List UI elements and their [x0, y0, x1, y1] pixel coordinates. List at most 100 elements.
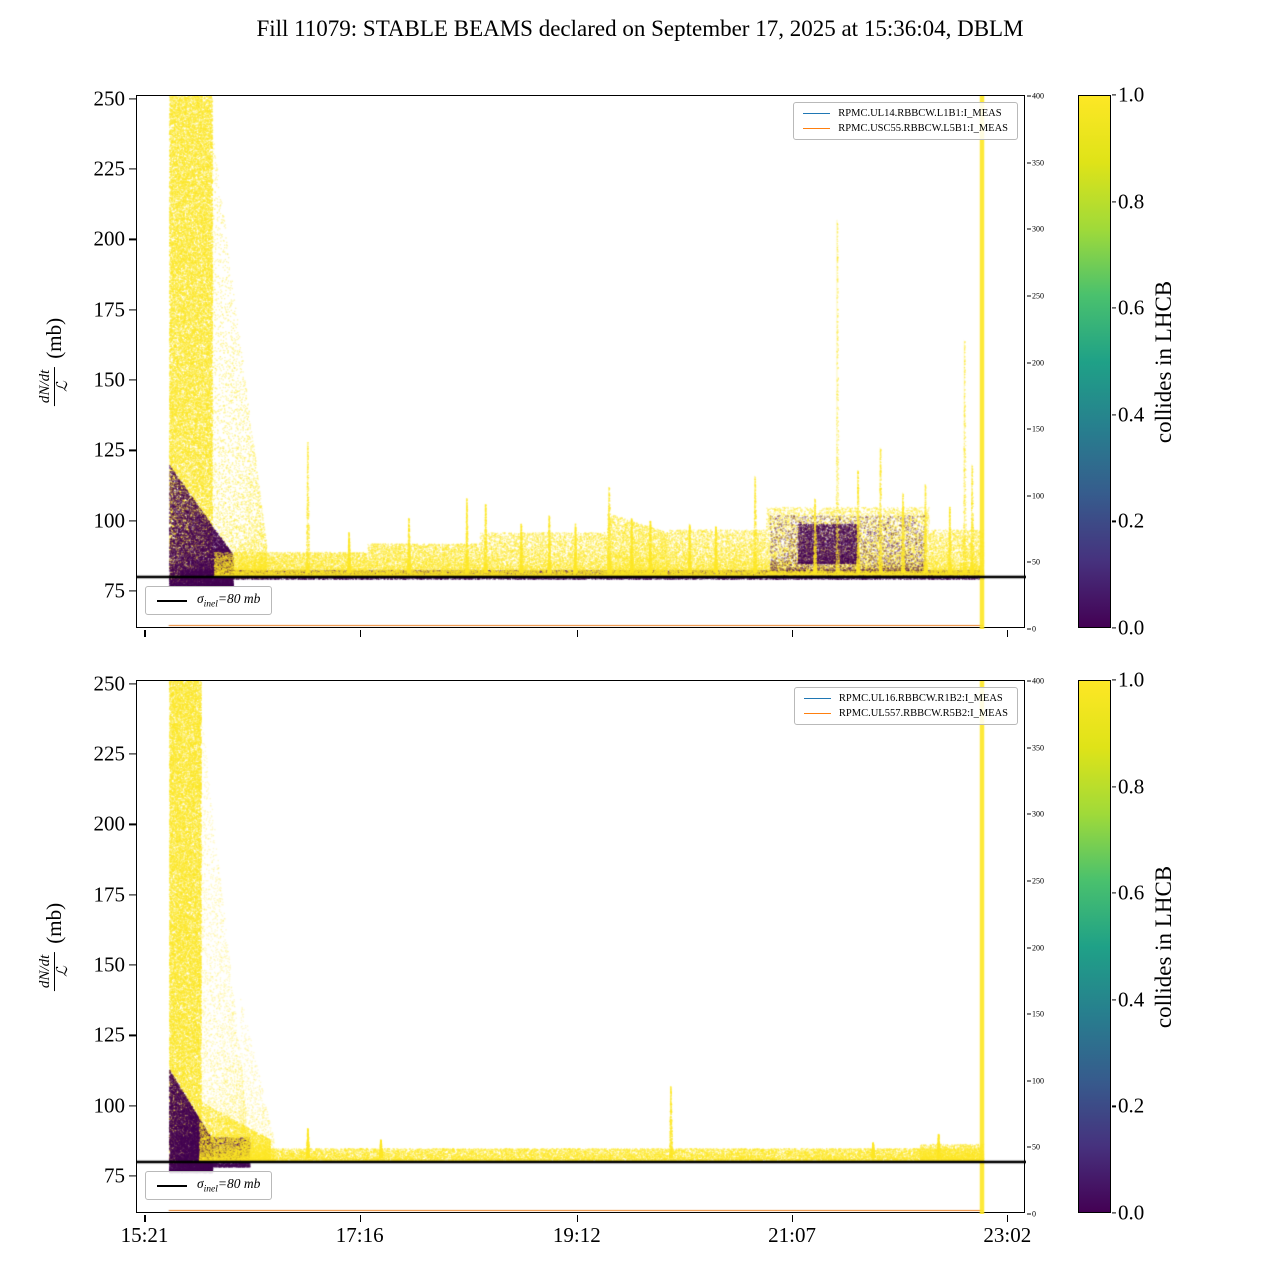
right-tick-mark: [1027, 813, 1031, 815]
legend-entry-label: RPMC.UL14.RBBCW.L1B1:I_MEAS: [838, 108, 1002, 119]
y-tick-mark: [129, 1034, 136, 1036]
legend-entry-label: RPMC.UL16.RBBCW.R1B2:I_MEAS: [838, 693, 1003, 704]
right-tick-label: 350: [1032, 743, 1044, 753]
colorbar: [1078, 95, 1111, 628]
x-tick-mark: [144, 1215, 146, 1222]
right-tick-mark: [1027, 561, 1031, 563]
x-tick-mark: [1007, 630, 1009, 637]
y-tick-label: 100: [93, 1093, 126, 1118]
y-tick-label: 200: [93, 811, 126, 836]
legend-entry: RPMC.UL557.RBBCW.R5B2:I_MEAS: [803, 708, 1008, 719]
y-tick-label: 75: [104, 578, 125, 603]
colorbar-tick-label: 0.4: [1118, 987, 1145, 1012]
x-tick-label: 17:16: [335, 1223, 384, 1247]
y-tick-label: 225: [93, 156, 126, 181]
right-tick-mark: [1027, 162, 1031, 164]
right-tick-label: 350: [1032, 158, 1044, 168]
y-tick-label: 125: [93, 437, 126, 462]
y-tick-label: 150: [93, 367, 126, 392]
y-tick-mark: [129, 590, 136, 592]
x-tick-mark: [792, 1215, 794, 1222]
right-tick-mark: [1027, 880, 1031, 882]
colorbar-tick-label: 0.2: [1118, 508, 1145, 533]
y-tick-mark: [129, 238, 136, 241]
y-tick-label: 125: [93, 1022, 126, 1047]
scatter-canvas-top: [137, 96, 1026, 629]
right-tick-label: 300: [1032, 809, 1044, 819]
legend-line-sample: [803, 698, 831, 699]
right-tick-label: 250: [1032, 291, 1044, 301]
right-tick-mark: [1027, 295, 1031, 297]
colorbar-tick-mark: [1112, 307, 1116, 309]
y-tick-mark: [129, 379, 136, 381]
colorbar-tick-mark: [1112, 999, 1116, 1001]
right-tick-label: 200: [1032, 358, 1044, 367]
y-axis-label: dN/dt ℒ (mb): [37, 317, 71, 406]
legend-entry: RPMC.USC55.RBBCW.L5B1:I_MEAS: [803, 123, 1008, 134]
y-axis-unit: (mb): [41, 317, 66, 359]
colorbar-tick-mark: [1112, 679, 1116, 681]
right-tick-mark: [1027, 1146, 1031, 1148]
legend-entry: RPMC.UL16.RBBCW.R1B2:I_MEAS: [803, 693, 1008, 704]
right-tick-label: 150: [1032, 424, 1044, 434]
right-tick-mark: [1027, 495, 1031, 497]
x-tick-mark: [144, 630, 146, 637]
legend-entry: RPMC.UL14.RBBCW.L1B1:I_MEAS: [803, 108, 1008, 119]
y-axis-fraction: dN/dt ℒ: [37, 366, 71, 406]
right-tick-mark: [1027, 1213, 1031, 1215]
right-tick-label: 150: [1032, 1009, 1044, 1019]
right-tick-label: 50: [1032, 557, 1040, 567]
sigma-line-sample: [157, 599, 187, 602]
right-tick-label: 50: [1032, 1142, 1040, 1152]
colorbar-tick-mark: [1112, 201, 1116, 203]
colorbar-label: collides in LHCB: [1151, 865, 1176, 1028]
colorbar: [1078, 680, 1111, 1213]
x-tick-label: 23:02: [983, 1223, 1032, 1247]
colorbar-tick-label: 0.0: [1118, 1200, 1145, 1225]
y-tick-label: 175: [93, 297, 126, 322]
right-tick-mark: [1027, 362, 1031, 363]
colorbar-tick-label: 0.4: [1118, 402, 1145, 427]
y-axis-unit: (mb): [41, 902, 66, 944]
right-tick-label: 400: [1032, 676, 1044, 686]
y-tick-mark: [129, 823, 136, 826]
colorbar-tick-label: 0.0: [1118, 615, 1145, 640]
right-tick-label: 200: [1032, 943, 1044, 952]
colorbar-tick-mark: [1112, 94, 1116, 96]
x-tick-mark: [576, 1215, 578, 1222]
colorbar-tick-mark: [1112, 786, 1116, 788]
colorbar-tick-mark: [1112, 1105, 1116, 1107]
subplot-top: 75 100 125 150 175 200 225 250 0 50 100 150 200 250 30…: [94, 86, 1044, 637]
colorbar-tick-mark: [1112, 1212, 1116, 1214]
colorbar-label: collides in LHCB: [1151, 280, 1176, 443]
right-tick-mark: [1027, 747, 1031, 749]
x-tick-mark: [792, 630, 794, 637]
y-tick-mark: [129, 98, 136, 100]
colorbar-tick-mark: [1112, 892, 1116, 894]
colorbar-tick-label: 1.0: [1118, 82, 1145, 107]
y-tick-mark: [129, 753, 136, 755]
y-tick-label: 150: [93, 952, 126, 977]
colorbar-tick-mark: [1112, 520, 1116, 522]
x-tick-mark: [359, 630, 361, 637]
y-tick-mark: [129, 894, 136, 896]
colorbar-tick-label: 0.8: [1118, 189, 1145, 214]
y-tick-label: 75: [104, 1163, 125, 1188]
right-tick-mark: [1027, 628, 1031, 630]
right-tick-mark: [1027, 1013, 1031, 1015]
y-tick-mark: [129, 449, 136, 451]
y-tick-mark: [129, 520, 136, 522]
right-tick-mark: [1027, 1080, 1031, 1082]
legend-line-sample: [803, 113, 831, 114]
scatter-canvas-bottom: [137, 681, 1026, 1214]
right-tick-mark: [1027, 95, 1031, 97]
right-tick-label: 400: [1032, 91, 1044, 101]
y-tick-mark: [129, 1105, 136, 1107]
colorbar-tick-mark: [1112, 414, 1116, 416]
right-tick-label: 250: [1032, 876, 1044, 886]
legend-line-sample: [803, 128, 831, 129]
right-tick-label: 300: [1032, 224, 1044, 234]
sigma-label: σinel=80 mb: [197, 1176, 261, 1195]
y-tick-label: 250: [93, 671, 126, 696]
sigma-label: σinel=80 mb: [197, 591, 261, 610]
